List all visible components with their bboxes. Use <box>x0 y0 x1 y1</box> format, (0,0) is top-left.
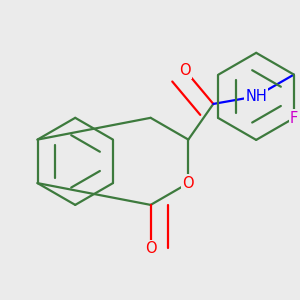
Text: F: F <box>290 111 298 126</box>
Text: NH: NH <box>245 89 267 104</box>
Text: O: O <box>179 63 191 78</box>
Text: O: O <box>145 241 156 256</box>
Text: O: O <box>182 176 194 190</box>
